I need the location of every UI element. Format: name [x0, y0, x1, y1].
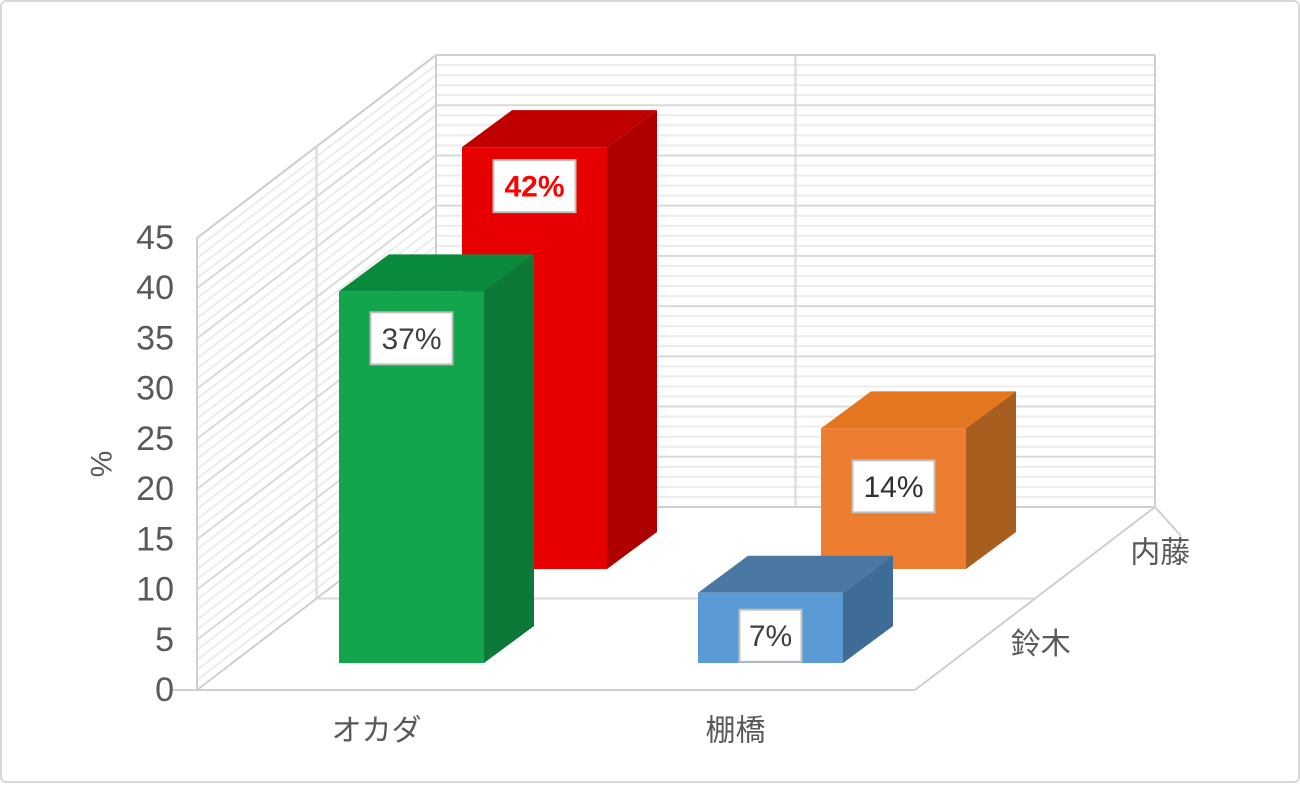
data-label-text: 42%: [504, 171, 564, 204]
data-label-text: 37%: [381, 323, 441, 356]
data-label-tanahashi-naito: 14%: [851, 459, 936, 514]
chart-walls: [173, 54, 1182, 691]
floor-right-edge: [914, 506, 1156, 691]
value-tick-label: 40: [136, 269, 174, 307]
value-tick-label: 30: [136, 370, 174, 408]
bar-top-face-tanahashi-suzuki[interactable]: [698, 555, 893, 593]
data-label-box: [738, 608, 803, 663]
data-label-text: 14%: [863, 471, 923, 504]
data-label-box: [492, 159, 577, 214]
bar-top-face-okada-suzuki[interactable]: [339, 254, 534, 292]
bar-okada-suzuki[interactable]: [339, 254, 534, 663]
category-label-okada: オカダ: [332, 715, 422, 748]
series-axis-tick: [1154, 506, 1182, 537]
value-tick-label: 0: [155, 671, 174, 709]
bar-top-face-tanahashi-naito[interactable]: [821, 391, 1016, 429]
bar-top-face-okada-naito[interactable]: [462, 110, 657, 148]
data-label-okada-suzuki: 37%: [369, 311, 454, 366]
data-labels: 42% 14% 37% 7%: [369, 159, 936, 663]
value-tick-label: 35: [136, 319, 174, 357]
bar-front-face-okada-suzuki[interactable]: [339, 291, 484, 663]
series-label-suzuki: 鈴木: [1011, 628, 1071, 661]
left-wall-top-edge: [196, 54, 437, 239]
series-label-naito: 内藤: [1130, 536, 1190, 569]
axis-labels: 0 5 10 15 20 25 30 35 40 45% オカダ 棚橋 鈴木 内藤: [86, 219, 1191, 748]
bar-side-face-okada-suzuki[interactable]: [484, 254, 534, 663]
value-tick-label: 45: [136, 219, 174, 257]
value-tick-label: 5: [155, 621, 174, 659]
data-label-box: [369, 311, 454, 366]
data-label-okada-naito: 42%: [492, 159, 577, 214]
value-tick-label: 20: [136, 470, 174, 508]
data-label-text: 7%: [749, 620, 792, 653]
value-tick-label: 25: [136, 420, 174, 458]
bar-side-face-tanahashi-naito[interactable]: [966, 391, 1016, 569]
value-tick-label: 15: [136, 520, 174, 558]
bar-side-face-okada-naito[interactable]: [607, 110, 657, 569]
value-axis-title: %: [86, 451, 119, 478]
data-label-tanahashi-suzuki: 7%: [738, 608, 803, 663]
category-label-tanahashi: 棚橋: [706, 715, 766, 748]
value-tick-label: 10: [136, 571, 174, 609]
bar-side-face-tanahashi-suzuki[interactable]: [843, 555, 893, 663]
data-label-box: [851, 459, 936, 514]
